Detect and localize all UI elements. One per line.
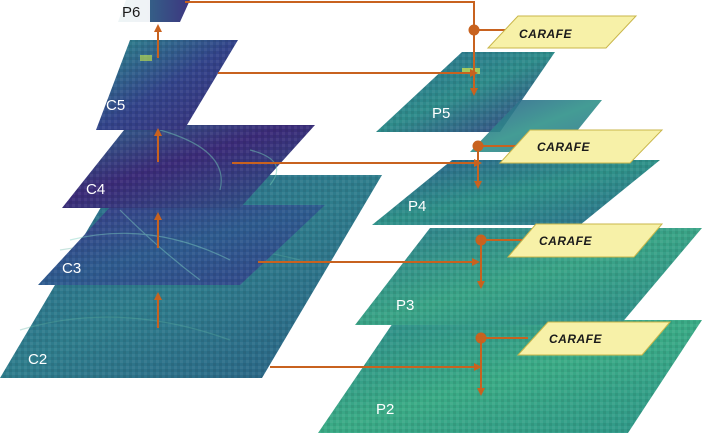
bottom-up-pyramid: C2 C3 C4 C5 P6 [0,0,382,378]
label-c2: C2 [28,351,47,368]
junction-dot [472,140,484,152]
feature-map-c3: C3 [38,205,325,285]
feature-map-c5: C5 [96,40,238,130]
junction-dot [468,24,480,36]
top-down-arrows [474,146,485,396]
feature-map-p4: P4 [372,160,660,225]
carafe-label: CARAFE [539,234,592,248]
label-p6: P6 [122,4,140,21]
carafe-label: CARAFE [549,332,602,346]
carafe-block-1: CARAFE [486,15,638,49]
label-c3: C3 [62,260,81,277]
lateral-p6-carafe [185,1,478,96]
label-c4: C4 [86,181,105,198]
carafe-label: CARAFE [519,27,572,41]
junction-dot [475,332,487,344]
label-p5: P5 [432,105,450,122]
carafe-modules: CARAFE CARAFE CARAFE CARAFE [486,15,672,356]
label-p2: P2 [376,401,394,418]
junction-dot [475,234,487,246]
label-c5: C5 [106,97,125,114]
label-p4: P4 [408,198,426,215]
carafe-block-3: CARAFE [506,223,664,258]
feature-map-p6: P6 [118,0,190,22]
carafe-label: CARAFE [537,140,590,154]
lateral-connections [185,1,482,371]
feature-map-c4: C4 [62,125,315,208]
carafe-block-2: CARAFE [498,129,664,164]
carafe-block-4: CARAFE [516,321,672,356]
label-p3: P3 [396,297,414,314]
